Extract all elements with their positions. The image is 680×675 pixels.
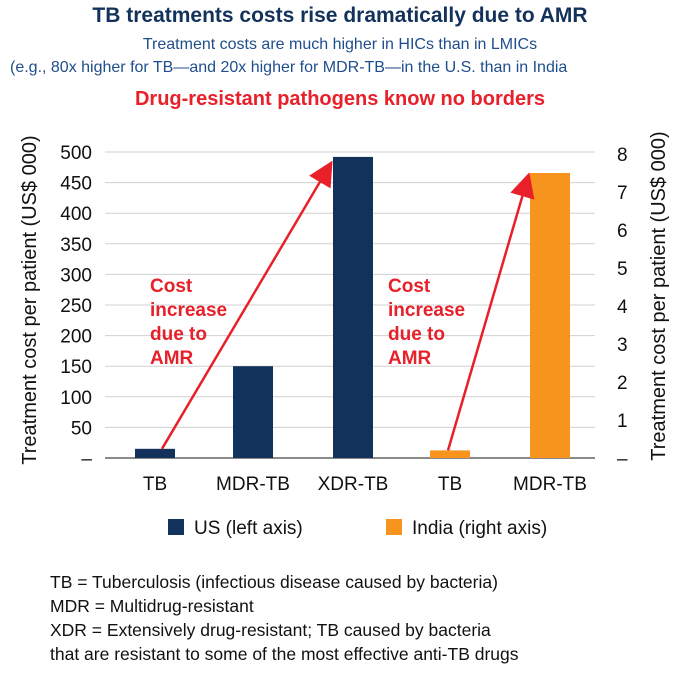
bar-us <box>233 366 273 458</box>
y-tick-right: 3 <box>617 335 628 356</box>
annotation-label: AMR <box>388 348 432 369</box>
legend-swatch-india <box>386 519 402 535</box>
footnote-xdr-cont: that are resistant to some of the most e… <box>50 644 519 664</box>
legend-label-us: US (left axis) <box>194 518 303 539</box>
annotation-label: due to <box>150 324 207 345</box>
y-tick-right: 2 <box>617 373 628 394</box>
annotation-label: Cost <box>150 276 193 297</box>
y-tick-left: 200 <box>60 327 92 348</box>
x-tick-label: TB <box>438 474 462 495</box>
y-tick-left: 400 <box>60 204 92 225</box>
y-axis-label-right: Treatment cost per patient (US$ 000) <box>648 131 670 460</box>
chart-subtitle-line1: Treatment costs are much higher in HICs … <box>142 36 538 53</box>
footnotes: TB = Tuberculosis (infectious disease ca… <box>50 570 519 666</box>
annotation-label: AMR <box>150 348 194 369</box>
annotation-label: increase <box>388 300 465 321</box>
x-tick-label: XDR-TB <box>318 474 389 495</box>
y-tick-left: 300 <box>60 265 92 286</box>
bar-india <box>430 450 470 458</box>
chart-headline: Drug-resistant pathogens know no borders <box>134 88 546 110</box>
annotation-label: increase <box>150 300 227 321</box>
y-axis-label-left: Treatment cost per patient (US$ 000) <box>19 135 41 464</box>
bar-india <box>530 173 570 458</box>
y-tick-right: – <box>617 449 628 470</box>
annotation-label: due to <box>388 324 445 345</box>
y-tick-left: 500 <box>60 143 92 164</box>
y-tick-left: 50 <box>71 418 92 439</box>
y-tick-left: 250 <box>60 296 92 317</box>
y-tick-right: 8 <box>617 145 628 166</box>
footnote-tb: TB = Tuberculosis (infectious disease ca… <box>50 572 498 592</box>
y-tick-right: 7 <box>617 183 628 204</box>
annotation-label: Cost <box>388 276 431 297</box>
legend-label-india: India (right axis) <box>412 518 547 539</box>
y-tick-left: 150 <box>60 357 92 378</box>
x-tick-label: TB <box>143 474 167 495</box>
y-tick-right: 5 <box>617 259 628 280</box>
x-tick-label: MDR-TB <box>513 474 587 495</box>
arrow-india-increase <box>446 172 535 451</box>
bar-us <box>135 448 175 458</box>
y-tick-right: 6 <box>617 221 628 242</box>
chart-title: TB treatments costs rise dramatically du… <box>92 4 588 27</box>
x-tick-label: MDR-TB <box>216 474 290 495</box>
bar-chart: –50100150200250300350400450500–12345678T… <box>19 131 670 539</box>
bar-us <box>333 156 373 458</box>
chart-subtitle-line2: (e.g., 80x higher for TB—and 20x higher … <box>10 59 568 76</box>
y-tick-right: 1 <box>617 411 628 432</box>
legend-swatch-us <box>168 519 184 535</box>
footnote-xdr: XDR = Extensively drug-resistant; TB cau… <box>50 620 491 640</box>
arrow-us-increase <box>160 160 333 450</box>
y-tick-left: 450 <box>60 174 92 195</box>
y-tick-left: 350 <box>60 235 92 256</box>
y-tick-left: 100 <box>60 388 92 409</box>
y-tick-left: – <box>81 449 92 470</box>
footnote-mdr: MDR = Multidrug-resistant <box>50 596 254 616</box>
y-tick-right: 4 <box>617 297 628 318</box>
